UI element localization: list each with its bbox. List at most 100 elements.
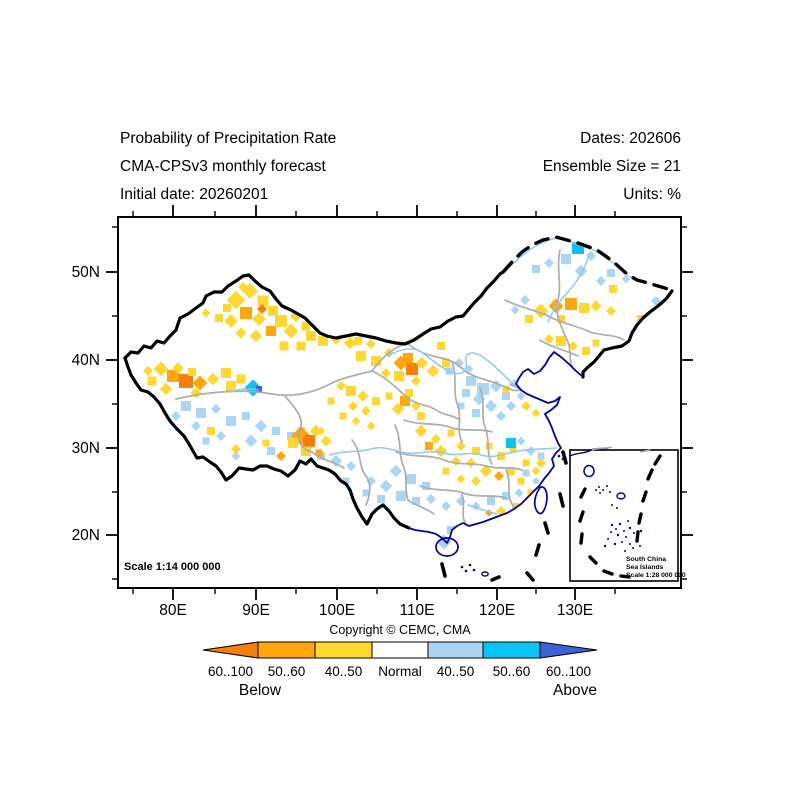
title-line: Probability of Precipitation Rate (120, 130, 336, 147)
probability-patch (381, 368, 391, 378)
probability-patch (531, 466, 541, 476)
probability-patch (471, 476, 481, 486)
units-line: Units: % (623, 186, 681, 203)
probability-patch (216, 431, 226, 441)
probability-patch (301, 446, 311, 456)
probability-patch (159, 382, 173, 396)
probability-patch (252, 312, 266, 326)
china-outline (123, 270, 674, 530)
probability-patch (254, 419, 268, 433)
probability-patch (437, 342, 445, 350)
probability-patch (211, 404, 221, 414)
probability-patch (257, 295, 269, 307)
inset-label-line: Scale 1:28 000 000 (626, 572, 686, 579)
colorbar-label: 60..100 (546, 664, 591, 679)
probability-patch (422, 482, 430, 490)
copyright-label: Copyright © CEMC, CMA (329, 623, 471, 637)
probability-patch (442, 467, 450, 475)
probability-patch (221, 368, 231, 378)
probability-patch (415, 356, 429, 370)
colorbar-segment (257, 641, 316, 659)
probability-patch (268, 306, 278, 316)
probability-patch (582, 347, 590, 355)
probability-patch (607, 269, 615, 277)
plot-frame (117, 216, 682, 589)
map-scale-label: Scale 1:14 000 000 (124, 561, 221, 573)
probability-patch (275, 315, 287, 327)
probability-patch (497, 452, 505, 460)
probability-patch (371, 356, 381, 366)
axes: 50N 40N 30N 20N 80E 90E 100E 110E 120E 130E (72, 205, 693, 619)
probability-patch (346, 386, 356, 396)
below-label: Below (239, 682, 282, 699)
probability-patch (502, 492, 510, 500)
probability-patch (346, 461, 356, 471)
probability-patch (527, 385, 535, 393)
colorbar-segment (314, 641, 373, 659)
china-map (123, 235, 674, 582)
probability-patch (394, 371, 404, 381)
probability-patch (579, 303, 589, 313)
probability-patch (372, 397, 380, 405)
colorbar-label: Normal (378, 664, 422, 679)
probability-patch (537, 452, 545, 460)
probability-patch (238, 282, 248, 292)
probability-patch (207, 427, 215, 435)
probability-patch (356, 351, 366, 361)
probability-patch (514, 488, 524, 498)
probability-patch (426, 364, 440, 378)
probability-patch (362, 489, 370, 497)
probability-patch (472, 447, 480, 455)
x-tick-label: 130E (557, 602, 593, 619)
probability-patch (396, 491, 406, 501)
colorbar-arrow-right (539, 641, 598, 659)
probability-patch (361, 406, 371, 416)
inset-dash-line (578, 454, 662, 579)
probability-patch (462, 389, 470, 397)
probability-patch (296, 341, 306, 351)
probability-patch (403, 353, 413, 363)
colorbar-segment (427, 641, 484, 659)
probability-patch (348, 401, 358, 411)
y-tick-label: 50N (72, 264, 100, 281)
x-tick-label: 90E (242, 602, 270, 619)
probability-patch (532, 477, 540, 485)
probability-patch (517, 477, 525, 485)
y-tick-label: 30N (72, 440, 100, 457)
coastline (408, 351, 584, 544)
inset-islands (595, 485, 643, 552)
colorbar-label: 40..50 (325, 664, 363, 679)
probability-patch (451, 456, 461, 466)
inset-label-line: Sea Islands (626, 564, 664, 571)
probability-patch (520, 295, 530, 305)
probability-patch (487, 497, 495, 505)
y-tick-label: 40N (72, 352, 100, 369)
probability-patch (592, 339, 600, 347)
probability-patch (556, 336, 566, 346)
probability-patch (192, 375, 208, 391)
probability-patch (276, 451, 286, 461)
probability-patch (366, 421, 376, 431)
header: Probability of Precipitation Rate CMA-CP… (120, 130, 681, 203)
probability-patch (516, 391, 526, 401)
probability-patch (143, 366, 153, 376)
province-borders (175, 249, 625, 525)
probability-patch (235, 327, 247, 339)
probability-patch (306, 331, 316, 341)
probability-patch (502, 392, 510, 400)
probability-patch (224, 314, 238, 328)
probability-patch (267, 447, 275, 455)
probability-patch (343, 336, 357, 350)
above-label: Above (553, 682, 597, 699)
probability-patch (531, 408, 541, 418)
probability-patch (153, 361, 169, 377)
probability-patch (596, 276, 606, 286)
probability-patch (414, 424, 428, 438)
probability-patch (494, 471, 504, 481)
probability-patch (502, 385, 510, 393)
probability-patch (400, 396, 410, 406)
probability-patch (456, 474, 466, 484)
probability-patch (466, 376, 476, 386)
